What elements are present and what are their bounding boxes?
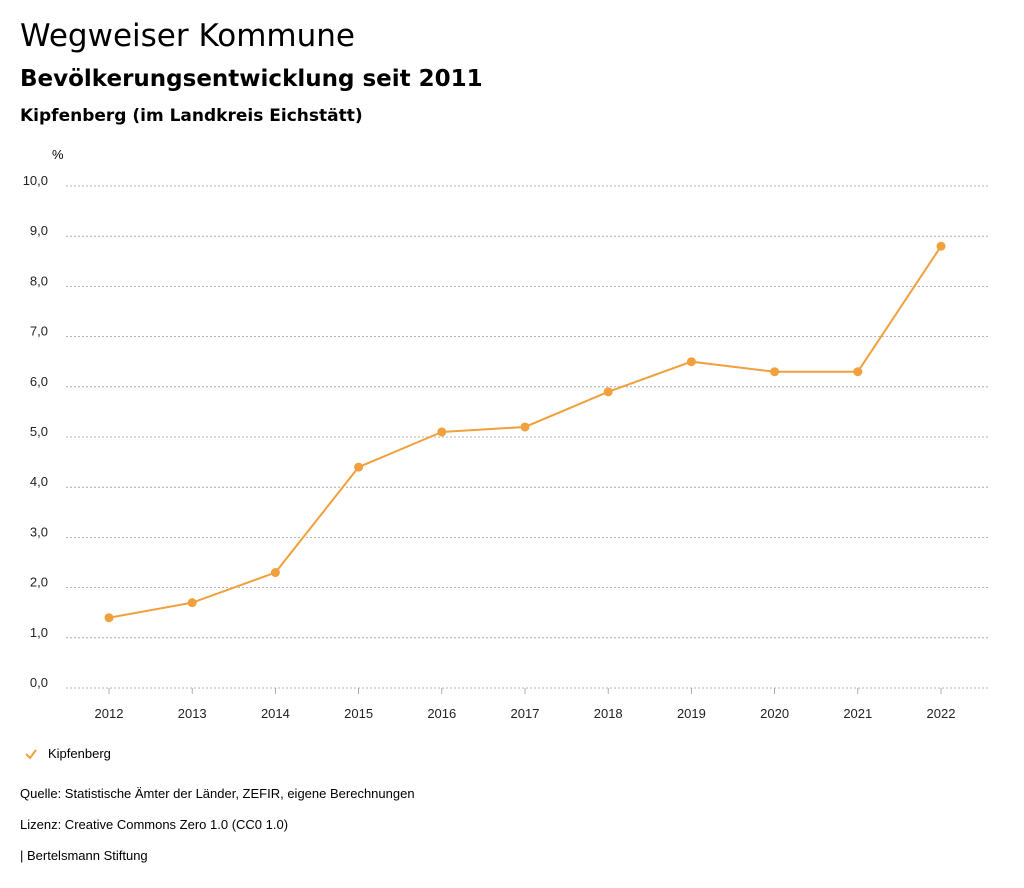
- y-tick-label: 8,0: [30, 273, 48, 288]
- x-tick-label: 2016: [427, 706, 456, 721]
- y-tick-label: 4,0: [30, 474, 48, 489]
- data-point[interactable]: [437, 427, 447, 437]
- data-points: [104, 241, 946, 623]
- y-tick-label: 2,0: [30, 575, 48, 590]
- chart-subtitle: Bevölkerungsentwicklung seit 2011: [20, 66, 483, 92]
- x-tick-label: 2019: [677, 706, 706, 721]
- legend-label: Kipfenberg: [48, 746, 111, 761]
- data-point[interactable]: [936, 241, 946, 251]
- data-point[interactable]: [686, 357, 696, 367]
- data-point[interactable]: [187, 598, 197, 608]
- data-point[interactable]: [853, 367, 863, 377]
- y-tick-label: 6,0: [30, 374, 48, 389]
- x-tick-label: 2013: [178, 706, 207, 721]
- series-line-kipfenberg: [108, 245, 942, 619]
- data-point[interactable]: [770, 367, 780, 377]
- region-label: Kipfenberg (im Landkreis Eichstätt): [20, 106, 363, 126]
- source-note: Quelle: Statistische Ämter der Länder, Z…: [20, 786, 415, 801]
- data-point[interactable]: [270, 568, 280, 578]
- line-chart: % 0,0 1,0 2,0 3,0 4,0 5,0 6,0 7,0 8,0 9,0 10,0 201…: [23, 147, 990, 721]
- y-axis: 0,0 1,0 2,0 3,0 4,0 5,0 6,0 7,0 8,0 9,0 10,0: [23, 173, 48, 690]
- x-tick-label: 2020: [760, 706, 789, 721]
- chart-title: Wegweiser Kommune: [20, 18, 355, 54]
- data-point[interactable]: [104, 613, 114, 623]
- data-point[interactable]: [520, 422, 530, 432]
- x-tick-label: 2021: [843, 706, 872, 721]
- legend-item-kipfenberg[interactable]: Kipfenberg: [24, 746, 111, 761]
- y-unit-label: %: [52, 147, 64, 162]
- x-tick-label: 2018: [594, 706, 623, 721]
- y-tick-label: 1,0: [30, 625, 48, 640]
- check-icon: [25, 748, 37, 760]
- x-tick-label: 2017: [511, 706, 540, 721]
- x-tick-label: 2014: [261, 706, 290, 721]
- y-tick-label: 9,0: [30, 223, 48, 238]
- data-point[interactable]: [603, 387, 613, 397]
- y-tick-label: 7,0: [30, 324, 48, 339]
- grid: [66, 185, 990, 689]
- x-tick-label: 2022: [927, 706, 956, 721]
- license-note: Lizenz: Creative Commons Zero 1.0 (CC0 1…: [20, 817, 289, 832]
- y-tick-label: 3,0: [30, 524, 48, 539]
- y-tick-label: 0,0: [30, 675, 48, 690]
- y-tick-label: 10,0: [23, 173, 48, 188]
- y-tick-label: 5,0: [30, 424, 48, 439]
- data-point[interactable]: [354, 462, 364, 472]
- x-tick-label: 2012: [95, 706, 124, 721]
- x-tick-label: 2015: [344, 706, 373, 721]
- x-axis: 2012 2013 2014 2015 2016 2017 2018 2019 2020 2021…: [95, 688, 956, 721]
- brand-note: | Bertelsmann Stiftung: [20, 848, 148, 863]
